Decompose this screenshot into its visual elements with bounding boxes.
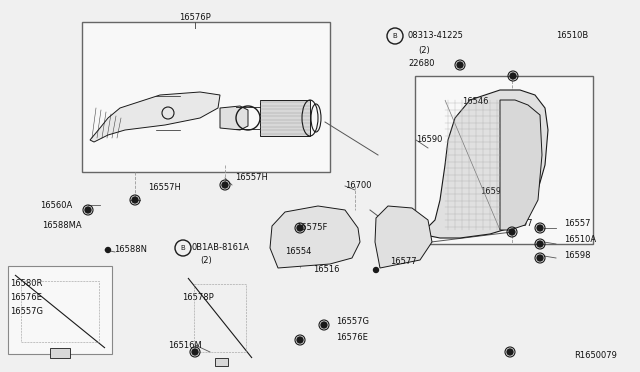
Circle shape (537, 241, 543, 247)
Circle shape (509, 229, 515, 235)
Circle shape (537, 225, 543, 231)
Polygon shape (425, 90, 548, 238)
Polygon shape (50, 348, 70, 358)
Text: 16577: 16577 (390, 257, 417, 266)
Bar (8, 266, 112, 354)
Polygon shape (260, 100, 310, 136)
Polygon shape (90, 92, 220, 142)
Circle shape (457, 62, 463, 68)
Text: R1650079: R1650079 (574, 350, 617, 359)
Circle shape (132, 197, 138, 203)
Text: 16598: 16598 (564, 251, 591, 260)
Text: 16557: 16557 (564, 219, 591, 228)
Text: 16580R: 16580R (10, 279, 42, 289)
Text: 16516: 16516 (313, 266, 339, 275)
Text: 16700: 16700 (345, 182, 371, 190)
Text: 16557H: 16557H (148, 183, 181, 192)
Circle shape (297, 225, 303, 231)
Circle shape (222, 182, 228, 188)
Circle shape (85, 207, 91, 213)
Text: (2): (2) (200, 257, 212, 266)
Circle shape (192, 349, 198, 355)
Bar (82, 22, 330, 172)
Polygon shape (445, 100, 500, 230)
Text: 16560A: 16560A (40, 201, 72, 209)
Text: 16554: 16554 (285, 247, 312, 257)
Text: 16588MA: 16588MA (42, 221, 82, 230)
Circle shape (374, 267, 378, 273)
Text: 16590: 16590 (416, 135, 442, 144)
Text: 16510A: 16510A (564, 235, 596, 244)
Text: 16510B: 16510B (556, 32, 588, 41)
Text: 16557G: 16557G (336, 317, 369, 327)
Circle shape (537, 255, 543, 261)
Polygon shape (270, 206, 360, 268)
Text: 16546: 16546 (462, 97, 488, 106)
Polygon shape (220, 106, 248, 130)
Text: 08313-41225: 08313-41225 (408, 32, 464, 41)
Text: 16578P: 16578P (182, 294, 214, 302)
Bar (415, 76, 593, 244)
Circle shape (510, 73, 516, 79)
Text: B: B (392, 33, 397, 39)
Text: 16588N: 16588N (114, 246, 147, 254)
Text: 16576P: 16576P (179, 13, 211, 22)
Text: 16557: 16557 (506, 219, 532, 228)
Circle shape (297, 337, 303, 343)
Circle shape (507, 349, 513, 355)
Text: 16598: 16598 (480, 187, 506, 196)
Text: B: B (180, 245, 186, 251)
Text: 0B1AB-8161A: 0B1AB-8161A (192, 244, 250, 253)
Text: 16516M: 16516M (168, 340, 202, 350)
Circle shape (106, 247, 111, 253)
Polygon shape (215, 358, 228, 366)
Polygon shape (500, 100, 542, 230)
Text: 16557G: 16557G (10, 308, 43, 317)
Text: (2): (2) (418, 45, 429, 55)
Polygon shape (375, 206, 432, 268)
Text: 16576E: 16576E (336, 334, 368, 343)
Polygon shape (15, 275, 105, 348)
Text: 16575F: 16575F (296, 224, 328, 232)
Text: 22680: 22680 (408, 60, 435, 68)
Text: 16557H: 16557H (235, 173, 268, 183)
Polygon shape (188, 278, 252, 358)
Text: 16576E: 16576E (10, 294, 42, 302)
Circle shape (321, 322, 327, 328)
